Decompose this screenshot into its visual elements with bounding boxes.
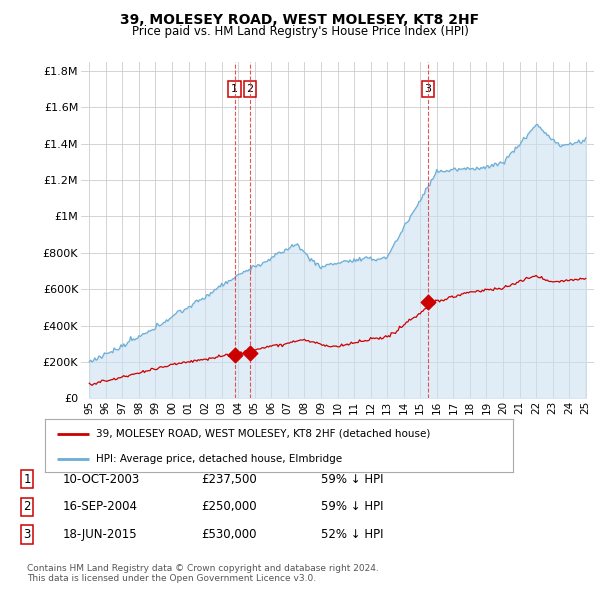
Text: 3: 3 [23,528,31,541]
Text: 18-JUN-2015: 18-JUN-2015 [63,528,137,541]
Text: 1: 1 [23,473,31,486]
Text: 59% ↓ HPI: 59% ↓ HPI [321,473,383,486]
Text: 59% ↓ HPI: 59% ↓ HPI [321,500,383,513]
Text: 52% ↓ HPI: 52% ↓ HPI [321,528,383,541]
Text: 16-SEP-2004: 16-SEP-2004 [63,500,138,513]
Text: 2: 2 [247,84,254,94]
Text: £530,000: £530,000 [201,528,257,541]
Text: Contains HM Land Registry data © Crown copyright and database right 2024.
This d: Contains HM Land Registry data © Crown c… [27,563,379,583]
Text: £237,500: £237,500 [201,473,257,486]
Text: Price paid vs. HM Land Registry's House Price Index (HPI): Price paid vs. HM Land Registry's House … [131,25,469,38]
Text: 39, MOLESEY ROAD, WEST MOLESEY, KT8 2HF: 39, MOLESEY ROAD, WEST MOLESEY, KT8 2HF [121,13,479,27]
Text: 10-OCT-2003: 10-OCT-2003 [63,473,140,486]
Text: 2: 2 [23,500,31,513]
Text: 3: 3 [424,84,431,94]
Point [423,297,433,307]
Text: £250,000: £250,000 [201,500,257,513]
Point [245,348,255,358]
Text: HPI: Average price, detached house, Elmbridge: HPI: Average price, detached house, Elmb… [97,454,343,464]
Point [230,350,239,360]
Text: 1: 1 [231,84,238,94]
Text: 39, MOLESEY ROAD, WEST MOLESEY, KT8 2HF (detached house): 39, MOLESEY ROAD, WEST MOLESEY, KT8 2HF … [97,429,431,439]
